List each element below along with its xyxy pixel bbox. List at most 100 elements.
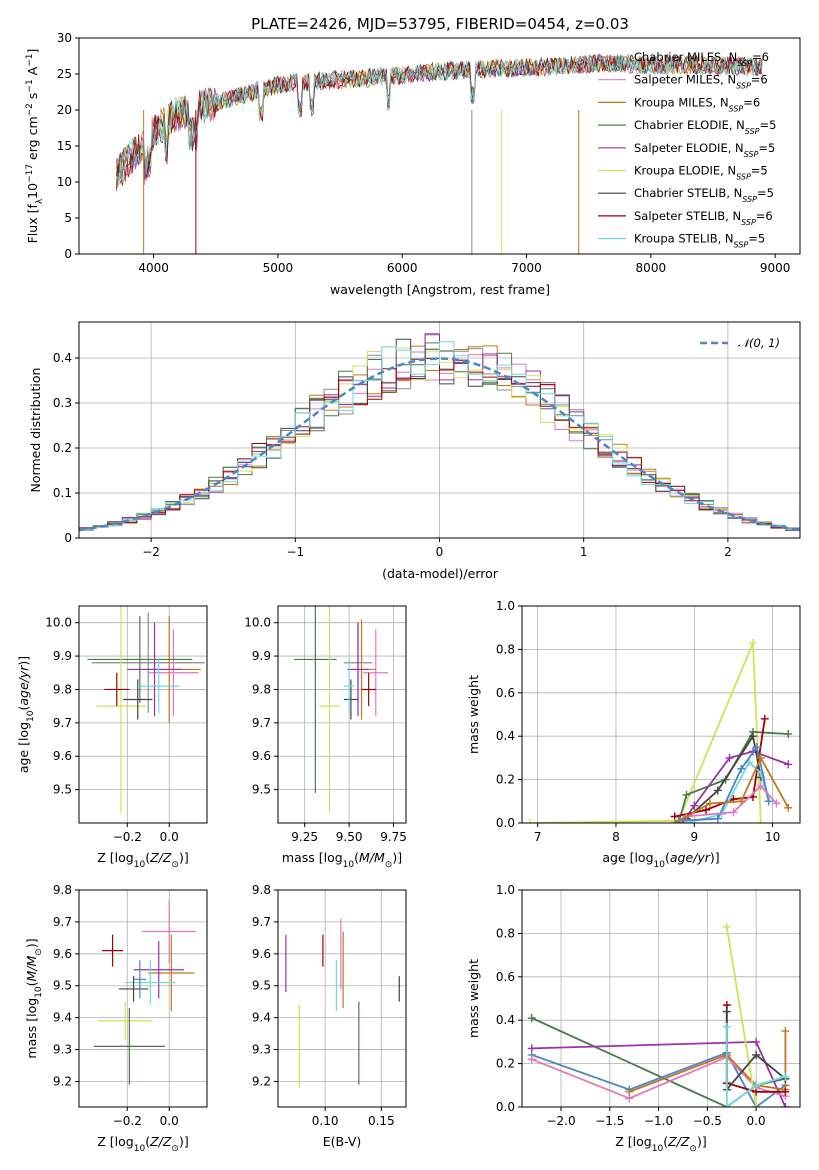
- label-part: )]: [697, 1134, 707, 1149]
- y-tick-label: 20: [57, 103, 72, 117]
- mass-weight-marker: [784, 730, 793, 739]
- x-axis-label: Z [log10(Z/Z⊙)]: [97, 1134, 188, 1154]
- label-part: 10: [134, 1144, 146, 1154]
- y-tick-label: 9.4: [252, 1011, 271, 1025]
- y-axis-label: mass [log10(M/M⊙)]: [24, 938, 44, 1058]
- mass-weight-line: [725, 1026, 786, 1107]
- mass-weight-marker: [784, 760, 793, 769]
- label-part: −17: [25, 164, 35, 183]
- y-tick-label: 1.0: [496, 599, 515, 613]
- mass-weight-marker: [752, 1050, 761, 1059]
- x-tick-label: −1: [286, 545, 304, 559]
- mass-weight-line: [725, 926, 757, 1107]
- y-tick-label: 0.6: [496, 970, 515, 984]
- axes-frame: [78, 889, 208, 1108]
- mass-weight-marker: [527, 1014, 536, 1023]
- y-tick-label: 9.7: [53, 915, 72, 929]
- y-tick-label: 0.8: [496, 642, 515, 656]
- mass-weight-marker: [772, 799, 781, 808]
- label-part: (: [145, 1134, 150, 1149]
- mass-weight-marker: [527, 1055, 536, 1064]
- error-bar-point: [137, 659, 180, 713]
- label-part: 10: [343, 860, 355, 870]
- mass-weight-marker: [682, 790, 691, 799]
- legend-ssp: =6: [752, 50, 769, 64]
- x-tick-label: 6000: [387, 261, 418, 275]
- error-bar-point: [347, 622, 369, 717]
- x-tick-label: −1.0: [644, 1114, 673, 1128]
- legend-sub: SSP: [741, 217, 756, 226]
- x-tick-label: 0.10: [312, 1114, 339, 1128]
- legend-sub: SSP: [745, 127, 760, 136]
- legend-name: Chabrier STELIB, N: [634, 186, 742, 200]
- y-tick-label: 10.0: [244, 616, 271, 630]
- axes-frame: [277, 605, 407, 824]
- y-tick-label: 9.5: [252, 979, 271, 993]
- x-tick-label: 2: [724, 545, 732, 559]
- axes-frame: [78, 605, 208, 824]
- error-bar-point: [141, 899, 197, 964]
- label-part: ⊙: [171, 1144, 179, 1154]
- mass-weight-marker: [752, 743, 761, 752]
- legend-name: Salpeter STELIB, N: [634, 209, 741, 223]
- x-tick-label: 7000: [511, 261, 542, 275]
- label-part: 10: [654, 860, 666, 870]
- axes-frame: [521, 605, 801, 824]
- label-part: (: [665, 850, 670, 865]
- error-bar-point: [363, 629, 389, 717]
- legend-ssp: =6: [756, 209, 773, 223]
- label-part: 10: [26, 710, 36, 722]
- model-spectrum-line: [115, 54, 763, 180]
- x-tick-label: 10: [765, 830, 780, 844]
- label-part: 10: [134, 860, 146, 870]
- legend-name: Salpeter MILES, N: [634, 73, 736, 87]
- label-part: Normed distribution: [28, 368, 43, 493]
- x-tick-label: 8: [612, 830, 620, 844]
- mass-weight-marker: [749, 732, 758, 741]
- mass-weight-marker: [737, 764, 746, 773]
- legend-sub: SSP: [734, 240, 749, 249]
- mass-weight-marker: [781, 1103, 790, 1107]
- label-part: age/yr: [16, 665, 31, 706]
- label-part: )]: [179, 1134, 189, 1149]
- label-part: mass weight: [466, 675, 481, 754]
- label-part: λ: [35, 198, 45, 204]
- mass-weight-marker: [725, 753, 734, 762]
- y-tick-label: 9.4: [53, 1011, 72, 1025]
- legend-name: Kroupa MILES, N: [634, 95, 729, 109]
- y-axis-label: age [log10(age/yr)]: [16, 656, 36, 773]
- y-tick-label: 25: [57, 67, 72, 81]
- x-axis-label: E(B-V): [323, 1134, 362, 1149]
- legend-name: Chabrier ELODIE, N: [634, 118, 745, 132]
- legend-name: Chabrier MILES, N: [634, 50, 737, 64]
- y-tick-label: 9.9: [53, 649, 72, 663]
- y-tick-label: 10: [57, 175, 72, 189]
- legend-sub: SSP: [736, 81, 751, 90]
- axes-frame: [78, 37, 801, 255]
- x-tick-label: 0.0: [747, 1114, 766, 1128]
- mass-weight-marker: [764, 797, 773, 806]
- y-tick-label: 30: [57, 31, 72, 45]
- x-tick-label: 0.15: [368, 1114, 395, 1128]
- y-tick-label: 1.0: [496, 883, 515, 897]
- y-tick-label: 0.4: [496, 729, 515, 743]
- legend-name: Kroupa ELODIE, N: [634, 164, 736, 178]
- y-tick-label: 0.4: [53, 351, 72, 365]
- mass-weight-marker: [760, 714, 769, 723]
- y-tick-label: 9.8: [252, 883, 271, 897]
- error-bar-point: [148, 934, 195, 1012]
- y-tick-label: 0.1: [53, 486, 72, 500]
- plot-area: [115, 53, 763, 254]
- label-part: −2: [25, 103, 35, 116]
- label-part: )]: [179, 850, 189, 865]
- x-tick-label: 8000: [636, 261, 667, 275]
- error-bar-point: [343, 679, 358, 720]
- mass-weight-marker: [713, 786, 722, 795]
- mass-weight-marker: [705, 799, 714, 808]
- model-spectrum-line: [115, 54, 763, 184]
- x-tick-label: −2.0: [546, 1114, 575, 1128]
- mass-weight-marker: [729, 808, 738, 817]
- axes-frame: [521, 889, 801, 1108]
- label-part: mass [log: [24, 998, 39, 1059]
- y-tick-label: 9.7: [252, 915, 271, 929]
